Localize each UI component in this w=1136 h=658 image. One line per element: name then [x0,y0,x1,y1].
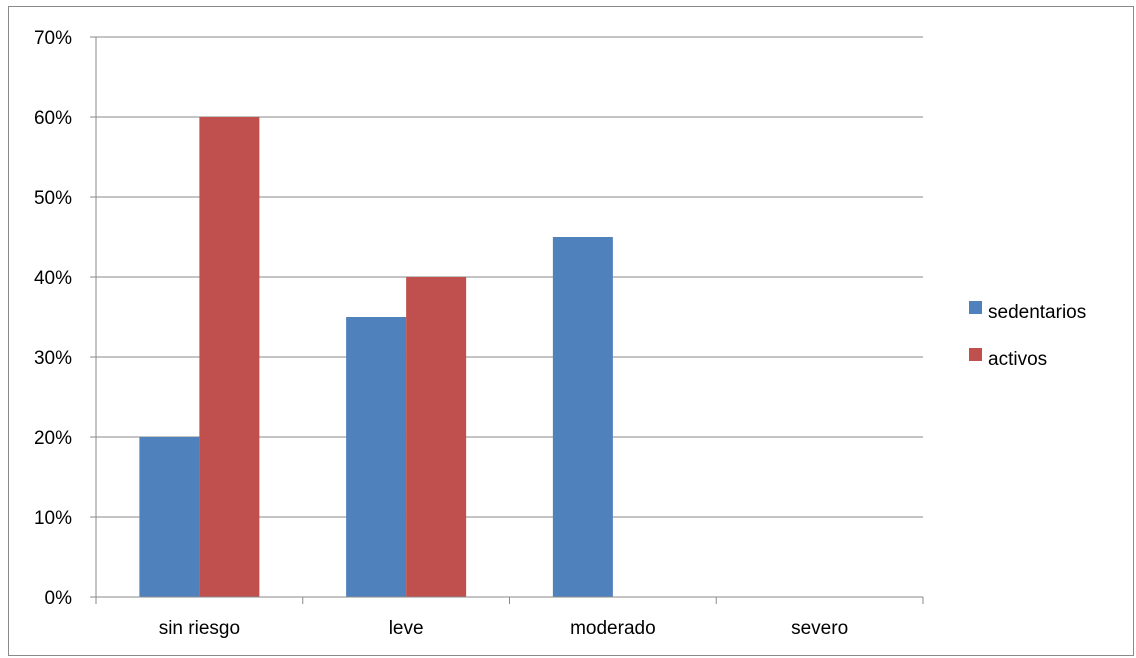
y-tick-label: 70% [34,28,72,49]
x-tick-label: sin riesgo [159,618,240,639]
axis-layer: 0% 10% 20% 30% 40% 50% 60% 70% sin riesgo leve mod… [34,28,924,639]
legend-label-activos: activos [988,349,1047,370]
y-tick-label: 40% [34,268,72,289]
y-tick-label: 50% [34,188,72,209]
bar-sedentarios-2 [552,237,613,597]
legend-swatch-activos [969,348,982,361]
legend: sedentarios activos [969,301,1086,370]
legend-swatch-sedentarios [969,301,982,314]
y-tick-label: 20% [34,428,72,449]
x-tick-label: leve [389,618,424,639]
bar-sedentarios-0 [139,437,200,597]
bar-activos-1 [406,277,467,597]
x-tick-label: moderado [570,618,656,639]
legend-label-sedentarios: sedentarios [988,302,1086,323]
bar-sedentarios-1 [346,317,407,597]
x-tick-label: severo [791,618,848,639]
bar-activos-0 [199,117,260,597]
bars-layer [139,117,613,597]
y-tick-label: 0% [45,588,73,609]
y-tick-label: 30% [34,348,72,369]
y-tick-label: 60% [34,108,72,129]
y-tick-label: 10% [34,508,72,529]
